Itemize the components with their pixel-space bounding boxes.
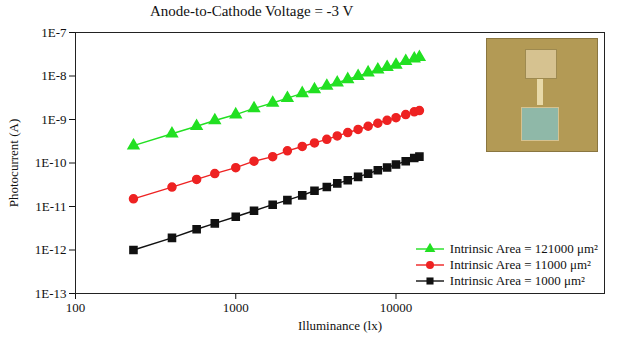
html-text:Anode-to-Cathode Voltage = -3: Anode-to-Cathode Voltage = -3 V	[150, 3, 354, 19]
html-text:Intrinsic Area = 121000 μm²: Intrinsic Area = 121000 μm²	[449, 241, 598, 256]
svg-text:10000: 10000	[380, 300, 413, 315]
svg-text:1E-10: 1E-10	[35, 155, 67, 170]
svg-text:1E-7: 1E-7	[41, 25, 67, 40]
svg-text:1000: 1000	[223, 300, 249, 315]
svg-text:1E-11: 1E-11	[35, 199, 66, 214]
svg-text:1E-9: 1E-9	[41, 112, 66, 127]
svg-text:Photocurrent (A): Photocurrent (A)	[6, 119, 21, 207]
svg-text:1E-13: 1E-13	[35, 286, 67, 301]
svg-text:Illuminance (lx): Illuminance (lx)	[298, 318, 382, 333]
svg-text:1E-8: 1E-8	[41, 68, 66, 83]
svg-text:1E-12: 1E-12	[35, 242, 67, 257]
html-text:Intrinsic Area = 11000 μm²: Intrinsic Area = 11000 μm²	[449, 257, 591, 272]
svg-text:100: 100	[66, 300, 86, 315]
html-text:Intrinsic Area = 1000 μm²: Intrinsic Area = 1000 μm²	[449, 273, 585, 288]
